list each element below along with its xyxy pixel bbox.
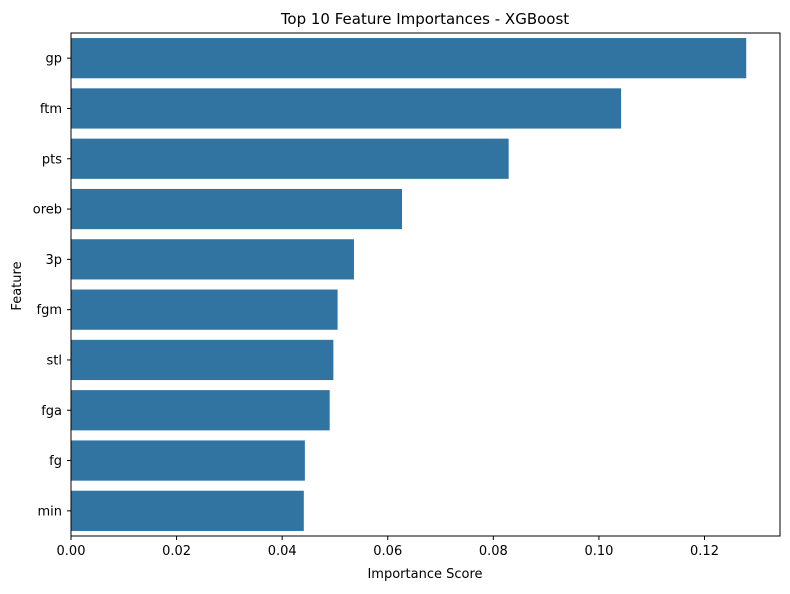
x-tick-label: 0.08: [479, 544, 508, 559]
bar-fga: [71, 390, 330, 431]
y-tick-label: stl: [47, 353, 62, 368]
bars-layer: [71, 38, 747, 531]
bar-ftm: [71, 88, 622, 129]
y-tick-label: fga: [41, 404, 62, 419]
bar-fg: [71, 440, 305, 481]
plot-frame: [70, 32, 781, 537]
x-tick-label: 0.06: [373, 544, 402, 559]
x-tick-label: 0.02: [162, 544, 191, 559]
y-tick-label: min: [37, 504, 62, 519]
y-tick-label: gp: [45, 52, 62, 67]
x-tick-label: 0.04: [268, 544, 297, 559]
y-tick-label: fgm: [37, 303, 63, 318]
chart-title: Top 10 Feature Importances - XGBoost: [280, 10, 569, 28]
x-tick-label: 0.00: [57, 544, 86, 559]
bar-min: [71, 490, 304, 531]
bar-pts: [71, 138, 509, 179]
axes-layer: gp ftm pts oreb 3p fgm stl fga fg min 0.00 0.02 0.04…: [33, 32, 781, 559]
x-tick-label: 0.12: [690, 544, 719, 559]
y-axis-label: Feature: [10, 261, 25, 310]
y-tick-label: 3p: [45, 253, 62, 268]
y-tick-label: fg: [49, 454, 62, 469]
y-tick-label: pts: [42, 152, 62, 167]
bar-oreb: [71, 188, 403, 230]
bar-gp: [71, 38, 747, 79]
x-tick-label: 0.10: [584, 544, 613, 559]
bar-stl: [71, 339, 334, 381]
bar-fgm: [71, 289, 338, 330]
bar-3p: [71, 239, 354, 280]
x-axis-label: Importance Score: [367, 567, 482, 582]
y-tick-label: ftm: [40, 102, 62, 117]
y-tick-label: oreb: [33, 203, 62, 218]
